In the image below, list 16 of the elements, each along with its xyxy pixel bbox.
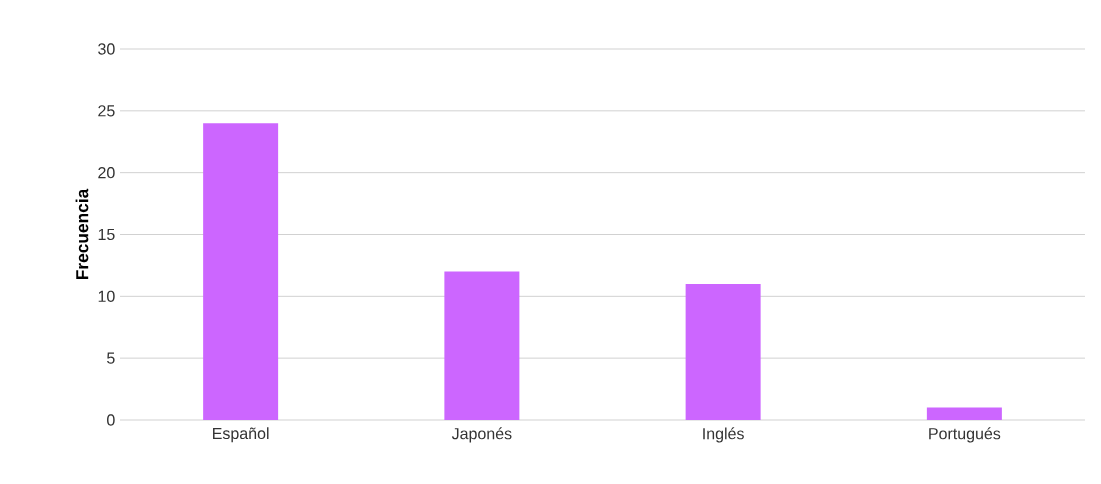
y-axis-title: Frecuencia [75,188,89,280]
y-tick-label: 15 [98,228,115,241]
x-tick-label: Portugués [929,427,1001,443]
x-tick-label: Inglés [703,427,744,443]
x-tick-label: Japonés [451,427,512,443]
y-tick-label: 10 [98,290,115,302]
bar [444,271,520,420]
bar [926,407,1002,420]
bar [685,283,761,420]
y-tick-label: 20 [98,167,115,179]
y-tick-label: 5 [107,352,115,364]
x-tick-label: Español [213,427,269,443]
y-tick-label: 30 [98,43,115,55]
y-tick-label: 0 [107,414,115,426]
y-tick-label: 25 [98,105,115,117]
bar [203,123,279,420]
